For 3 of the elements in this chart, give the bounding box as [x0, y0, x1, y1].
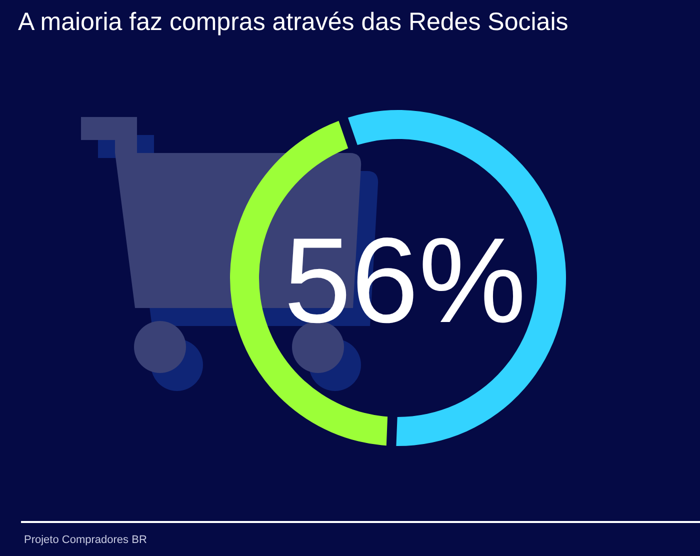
text: Projeto Compradores BR [24, 534, 147, 546]
data-label: 56% [284, 212, 526, 348]
chart-title: A maioria faz compras através das Redes Sociais [18, 8, 568, 36]
